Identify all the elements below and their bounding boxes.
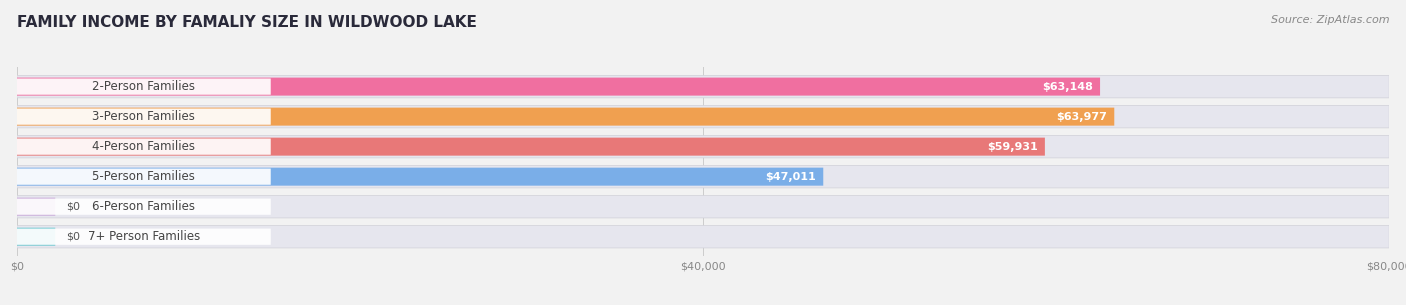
FancyBboxPatch shape (17, 168, 824, 186)
Text: 5-Person Families: 5-Person Families (93, 170, 195, 183)
FancyBboxPatch shape (17, 228, 55, 246)
FancyBboxPatch shape (17, 199, 271, 215)
Text: $0: $0 (66, 232, 80, 242)
FancyBboxPatch shape (17, 169, 271, 185)
Text: Source: ZipAtlas.com: Source: ZipAtlas.com (1271, 15, 1389, 25)
FancyBboxPatch shape (17, 108, 1115, 126)
FancyBboxPatch shape (17, 78, 271, 95)
Text: $63,148: $63,148 (1042, 82, 1094, 92)
Text: 6-Person Families: 6-Person Families (93, 200, 195, 213)
FancyBboxPatch shape (17, 138, 1045, 156)
Text: 7+ Person Families: 7+ Person Families (87, 230, 200, 243)
Text: $47,011: $47,011 (766, 172, 817, 182)
FancyBboxPatch shape (17, 77, 1099, 95)
FancyBboxPatch shape (17, 109, 271, 125)
Text: $0: $0 (66, 202, 80, 212)
FancyBboxPatch shape (17, 198, 55, 216)
FancyBboxPatch shape (17, 75, 1389, 98)
FancyBboxPatch shape (17, 228, 271, 245)
FancyBboxPatch shape (17, 165, 1389, 188)
FancyBboxPatch shape (17, 196, 1389, 218)
Text: FAMILY INCOME BY FAMALIY SIZE IN WILDWOOD LAKE: FAMILY INCOME BY FAMALIY SIZE IN WILDWOO… (17, 15, 477, 30)
FancyBboxPatch shape (17, 225, 1389, 248)
FancyBboxPatch shape (17, 105, 1389, 128)
Text: 3-Person Families: 3-Person Families (93, 110, 195, 123)
Text: 4-Person Families: 4-Person Families (93, 140, 195, 153)
FancyBboxPatch shape (17, 135, 1389, 158)
Text: $63,977: $63,977 (1056, 112, 1108, 122)
Text: $59,931: $59,931 (987, 142, 1038, 152)
Text: 2-Person Families: 2-Person Families (93, 80, 195, 93)
FancyBboxPatch shape (17, 138, 271, 155)
